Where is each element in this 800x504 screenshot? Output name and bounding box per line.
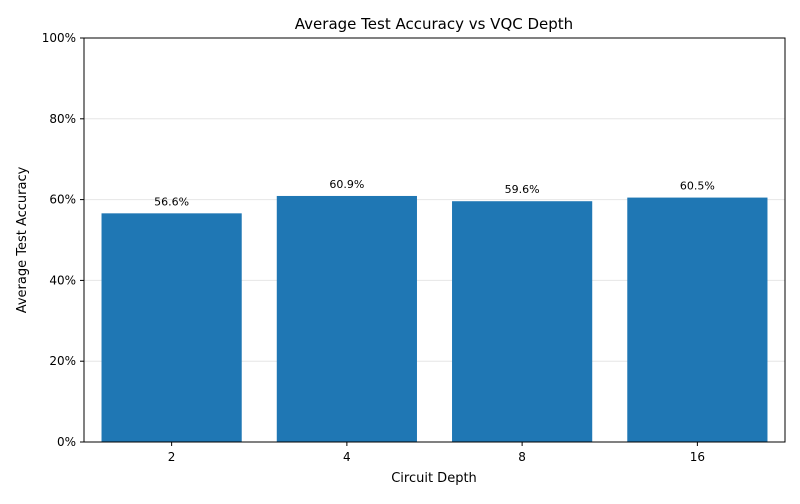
x-tick-label: 16 (690, 450, 705, 464)
x-tick-label: 2 (168, 450, 176, 464)
bar-value-label: 56.6% (154, 195, 189, 208)
chart-title: Average Test Accuracy vs VQC Depth (295, 15, 573, 33)
x-axis-label: Circuit Depth (391, 471, 477, 486)
y-tick-label: 0% (57, 435, 76, 449)
bar-value-label: 60.5% (680, 180, 715, 193)
y-tick-label: 40% (49, 273, 76, 287)
y-tick-label: 20% (49, 354, 76, 368)
bar (627, 197, 768, 442)
y-tick-label: 80% (49, 112, 76, 126)
y-tick-label: 60% (49, 193, 76, 207)
bar (101, 213, 242, 442)
bar-value-label: 59.6% (505, 183, 540, 196)
bars (101, 195, 768, 442)
y-axis-ticks: 0% 20% 40% 60% 80% 100% (42, 31, 84, 449)
x-tick-label: 8 (518, 450, 526, 464)
y-tick-label: 100% (42, 31, 76, 45)
bar-value-label: 60.9% (329, 178, 364, 191)
plot-frame (83, 37, 786, 443)
bar (452, 201, 593, 442)
bar-value-labels: 56.6% 60.9% 59.6% 60.5% (154, 178, 715, 208)
x-axis-ticks: 2 4 8 16 (168, 442, 705, 464)
x-tick-label: 4 (343, 450, 351, 464)
y-axis-label: Average Test Accuracy (15, 166, 30, 313)
bar (276, 195, 417, 442)
